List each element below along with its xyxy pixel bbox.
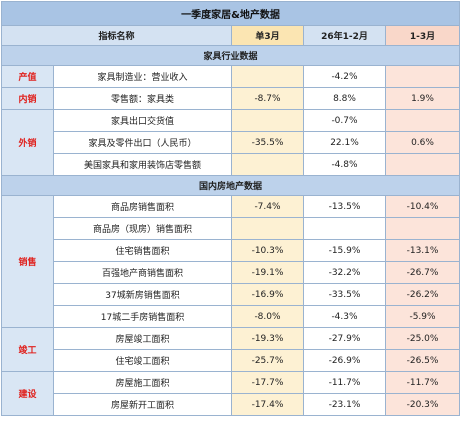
row-label: 17城二手房销售面积 (53, 305, 232, 328)
cell-q1: -26.7% (384, 261, 460, 284)
table-row: 外销 家具出口交货值 -0.7% (1, 109, 460, 176)
cell-jan-feb: -11.7% (303, 371, 386, 394)
row-label: 家具制造业：营业收入 (53, 65, 232, 88)
cell-march: -8.7% (231, 87, 304, 110)
cell-jan-feb: -4.2% (303, 65, 386, 88)
row-label: 商品房销售面积 (53, 195, 232, 218)
row-label: 零售额：家具类 (53, 87, 232, 110)
cell-jan-feb (303, 217, 386, 240)
cell-jan-feb: -32.2% (303, 261, 386, 284)
cell-march: -19.3% (231, 327, 304, 350)
cell-march: -17.4% (231, 393, 304, 416)
cell-march (231, 217, 304, 240)
cell-jan-feb: -15.9% (303, 239, 386, 262)
table-row: 产值 家具制造业：营业收入 -4.2% (1, 65, 460, 88)
table-row: 房屋新开工面积 -17.4% -23.1% -20.3% (2, 393, 460, 416)
cell-march (231, 65, 304, 88)
section-header-row: 家具行业数据 (0, 45, 460, 66)
category-export: 外销 (1, 109, 54, 176)
category-domestic: 内销 (1, 87, 54, 110)
cell-q1 (384, 109, 460, 132)
cell-jan-feb: -23.1% (303, 393, 386, 416)
table-row: 家具及零件出口（人民币） -35.5% 22.1% 0.6% (2, 131, 460, 154)
cell-march (231, 109, 304, 132)
cell-jan-feb: 8.8% (303, 87, 386, 110)
row-label: 37城新房销售面积 (53, 283, 232, 306)
column-header-jan-feb: 26年1-2月 (303, 25, 386, 46)
cell-march: -7.4% (231, 195, 304, 218)
cell-march: -10.3% (231, 239, 304, 262)
table-row: 37城新房销售面积 -16.9% -33.5% -26.2% (2, 283, 460, 306)
cell-q1 (384, 153, 460, 176)
category-completion: 竣工 (1, 327, 54, 372)
cell-q1: -26.2% (384, 283, 460, 306)
row-label: 住宅销售面积 (53, 239, 232, 262)
row-label: 美国家具和家用装饰店零售额 (53, 153, 232, 176)
table-row: 百强地产商销售面积 -19.1% -32.2% -26.7% (2, 261, 460, 284)
table-row: 住宅竣工面积 -25.7% -26.9% -26.5% (2, 349, 460, 372)
table-title: 一季度家居&地产数据 (0, 1, 460, 26)
row-label: 家具及零件出口（人民币） (53, 131, 232, 154)
row-label: 住宅竣工面积 (53, 349, 232, 372)
cell-q1: -13.1% (384, 239, 460, 262)
cell-march: -17.7% (231, 371, 304, 394)
row-label: 百强地产商销售面积 (53, 261, 232, 284)
cell-q1: -11.7% (384, 371, 460, 394)
cell-jan-feb: -13.5% (303, 195, 386, 218)
table-title-row: 一季度家居&地产数据 (0, 1, 460, 26)
cell-jan-feb: 22.1% (303, 131, 386, 154)
table-row: 住宅销售面积 -10.3% -15.9% -13.1% (2, 239, 460, 262)
cell-q1: -26.5% (384, 349, 460, 372)
cell-jan-feb: -4.3% (303, 305, 386, 328)
section-property: 国内房地产数据 (0, 175, 460, 196)
cell-jan-feb: -4.8% (303, 153, 386, 176)
cell-jan-feb: -33.5% (303, 283, 386, 306)
table-row: 美国家具和家用装饰店零售额 -4.8% (2, 153, 460, 176)
cell-jan-feb: -0.7% (303, 109, 386, 132)
column-header-q1: 1-3月 (384, 25, 460, 46)
table-row: 内销 零售额：家具类 -8.7% 8.8% 1.9% (1, 87, 460, 110)
row-label: 房屋竣工面积 (53, 327, 232, 350)
section-furniture: 家具行业数据 (0, 45, 460, 66)
section-header-row: 国内房地产数据 (0, 175, 460, 196)
column-header-name: 指标名称 (1, 25, 232, 46)
cell-march: -16.9% (231, 283, 304, 306)
row-label: 房屋施工面积 (53, 371, 232, 394)
cell-q1: -5.9% (384, 305, 460, 328)
cell-q1 (384, 217, 460, 240)
cell-q1 (384, 65, 460, 88)
cell-march: -8.0% (231, 305, 304, 328)
category-output: 产值 (1, 65, 54, 88)
cell-march: -19.1% (231, 261, 304, 284)
cell-march (231, 153, 304, 176)
table-row: 销售 商品房销售面积 -7.4% -13.5% -10.4% (1, 195, 460, 328)
table-row: 竣工 房屋竣工面积 -19.3% -27.9% -25.0% (1, 327, 460, 372)
column-header-row: 指标名称 单3月 26年1-2月 1-3月 (1, 25, 460, 46)
cell-march: -35.5% (231, 131, 304, 154)
table-row: 商品房（现房）销售面积 (2, 217, 460, 240)
row-label: 家具出口交货值 (53, 109, 232, 132)
cell-jan-feb: -27.9% (303, 327, 386, 350)
table-row: 17城二手房销售面积 -8.0% -4.3% -5.9% (2, 305, 460, 328)
category-sales: 销售 (1, 195, 54, 328)
table-row: 建设 房屋施工面积 -17.7% -11.7% -11.7% (1, 371, 460, 416)
cell-q1: -20.3% (384, 393, 460, 416)
column-header-march: 单3月 (231, 25, 304, 46)
category-construction: 建设 (1, 371, 54, 416)
cell-q1: -10.4% (384, 195, 460, 218)
row-label: 房屋新开工面积 (53, 393, 232, 416)
cell-q1: 0.6% (384, 131, 460, 154)
data-table: 一季度家居&地产数据 指标名称 单3月 26年1-2月 1-3月 家具行业数据 … (0, 1, 460, 416)
row-label: 商品房（现房）销售面积 (53, 217, 232, 240)
cell-march: -25.7% (231, 349, 304, 372)
cell-jan-feb: -26.9% (303, 349, 386, 372)
cell-q1: -25.0% (384, 327, 460, 350)
cell-q1: 1.9% (384, 87, 460, 110)
